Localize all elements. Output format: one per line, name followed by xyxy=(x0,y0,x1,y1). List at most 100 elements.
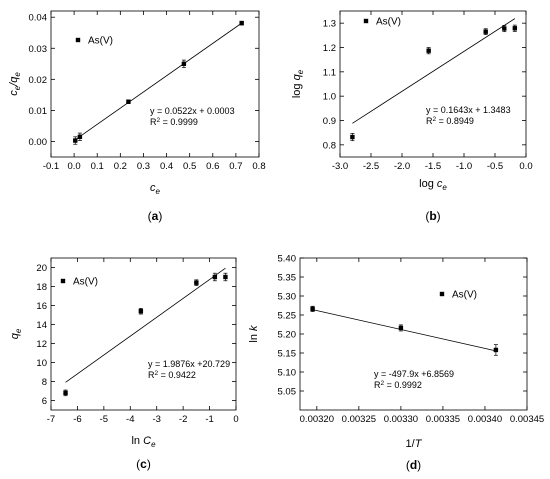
r-squared: R2 = 0.9992 xyxy=(374,380,422,391)
data-point xyxy=(310,306,315,312)
x-tick-label: -7 xyxy=(47,414,55,425)
data-point xyxy=(63,390,68,396)
plot-frame xyxy=(50,10,260,158)
y-tick-label: 1.2 xyxy=(323,43,336,54)
data-point xyxy=(77,134,83,140)
x-tick-label: 0.0 xyxy=(519,161,532,172)
data-point xyxy=(223,274,228,280)
y-tick-label: 5.20 xyxy=(278,330,297,341)
y-tick-label: 5.30 xyxy=(278,292,297,303)
fit-line xyxy=(312,309,496,352)
fit-equation: y = 1.9876x +20.729 xyxy=(148,359,230,369)
y-axis-label: ce/qe xyxy=(8,72,22,96)
x-axis-label: 1/T xyxy=(406,438,423,450)
x-tick-label: 0.00320 xyxy=(300,414,334,425)
y-tick-label: 0.00 xyxy=(29,137,48,148)
y-tick-label: 5.35 xyxy=(278,273,297,284)
y-tick-label: 1.3 xyxy=(323,19,336,30)
r-squared: R2 = 0.8949 xyxy=(426,116,474,127)
fit-equation: y = -497.9x +6.8569 xyxy=(374,369,454,379)
y-tick-label: 0.8 xyxy=(323,140,336,151)
legend-label: As(V) xyxy=(88,36,113,47)
panel-label: (d) xyxy=(406,458,421,472)
legend-label: As(V) xyxy=(452,290,477,301)
data-point xyxy=(483,29,488,34)
panel-label: (b) xyxy=(425,209,440,223)
legend-marker xyxy=(75,37,81,43)
y-tick-label: 14 xyxy=(36,320,47,331)
x-tick-label: 0.8 xyxy=(252,161,265,172)
panel-label: (c) xyxy=(136,457,151,471)
data-point xyxy=(502,26,507,31)
data-point xyxy=(73,138,78,143)
data-point xyxy=(512,26,518,31)
x-tick-label: -1.0 xyxy=(456,161,472,172)
x-tick-label: -3 xyxy=(152,414,160,425)
x-tick-label: 0.00335 xyxy=(426,414,460,425)
x-axis-label: log ce xyxy=(419,178,447,192)
data-point xyxy=(493,347,499,353)
y-tick-label: 0.03 xyxy=(29,44,48,55)
chart-panel-2: -3.0 -2.5 -2.0 -1.5 -1.0 -0.5 0.0 0.8 0.9 1.0 1.1 1… xyxy=(291,10,533,223)
y-tick-label: 16 xyxy=(36,301,47,312)
data-point xyxy=(138,309,144,314)
fit-line xyxy=(65,267,226,383)
r-squared: R2 = 0.9999 xyxy=(150,117,198,128)
legend-label: As(V) xyxy=(73,277,98,288)
r-squared: R2 = 0.9422 xyxy=(148,370,196,381)
y-tick-label: 5.10 xyxy=(278,368,297,379)
legend-marker xyxy=(439,291,445,297)
y-tick-label: 5.05 xyxy=(278,387,297,398)
data-point xyxy=(181,61,187,67)
y-tick-label: 1.0 xyxy=(323,92,336,103)
fit-line xyxy=(352,18,516,124)
x-tick-label: -2 xyxy=(179,414,187,425)
y-axis-label: ln k xyxy=(248,325,260,343)
x-tick-label: -1.5 xyxy=(425,161,441,172)
chart-panel-4: 0.00320 0.00325 0.00330 0.00335 0.00340 0.003… xyxy=(248,254,544,473)
data-point xyxy=(398,325,404,331)
x-tick-label: 0.00340 xyxy=(468,414,502,425)
x-tick-label: -3.0 xyxy=(332,161,348,172)
x-tick-label: 0.3 xyxy=(137,161,150,172)
panel-label: (a) xyxy=(148,209,163,223)
data-point xyxy=(194,280,199,285)
y-tick-label: 5.40 xyxy=(278,254,297,265)
y-tick-label: 6 xyxy=(42,396,47,407)
y-axis-label: log qe xyxy=(291,69,305,98)
x-tick-label: 0.2 xyxy=(114,161,127,172)
x-tick-label: -5 xyxy=(100,414,108,425)
x-tick-label: 0.6 xyxy=(206,161,219,172)
legend-label: As(V) xyxy=(376,17,401,28)
x-axis-label: ln Ce xyxy=(131,435,156,449)
x-tick-label: 0.00330 xyxy=(384,414,418,425)
x-tick-label: -2.5 xyxy=(363,161,379,172)
x-tick-label: -6 xyxy=(73,414,81,425)
data-point xyxy=(126,99,131,104)
y-tick-label: 20 xyxy=(36,263,47,274)
y-tick-label: 12 xyxy=(36,339,47,350)
y-tick-label: 0.04 xyxy=(29,13,48,24)
x-tick-label: 0.1 xyxy=(91,161,104,172)
fit-equation: y = 0.0522x + 0.0003 xyxy=(150,106,235,116)
y-tick-label: 0.01 xyxy=(29,106,48,117)
y-tick-label: 10 xyxy=(36,358,47,369)
x-tick-label: 0.4 xyxy=(160,161,173,172)
x-tick-label: 0.00325 xyxy=(342,414,376,425)
data-point xyxy=(350,134,355,140)
y-tick-label: 5.15 xyxy=(278,349,297,360)
y-axis-label: qe xyxy=(9,328,23,339)
chart-panel-3: -7 -6 -5 -4 -3 -2 -1 0 6 8 10 12 14 16 18 20 As(V) y = 1.… xyxy=(9,257,239,471)
x-tick-label: 0 xyxy=(233,414,238,425)
legend-marker xyxy=(363,18,369,24)
data-point xyxy=(426,48,431,53)
fit-equation: y = 0.1643x + 1.3483 xyxy=(426,105,511,115)
plot-frame xyxy=(50,257,237,411)
x-tick-label: 0.5 xyxy=(183,161,196,172)
fit-line xyxy=(73,22,242,141)
data-point xyxy=(212,274,218,280)
y-tick-label: 5.25 xyxy=(278,311,297,322)
x-tick-label: 0.0 xyxy=(68,161,81,172)
x-tick-label: -0.5 xyxy=(487,161,503,172)
